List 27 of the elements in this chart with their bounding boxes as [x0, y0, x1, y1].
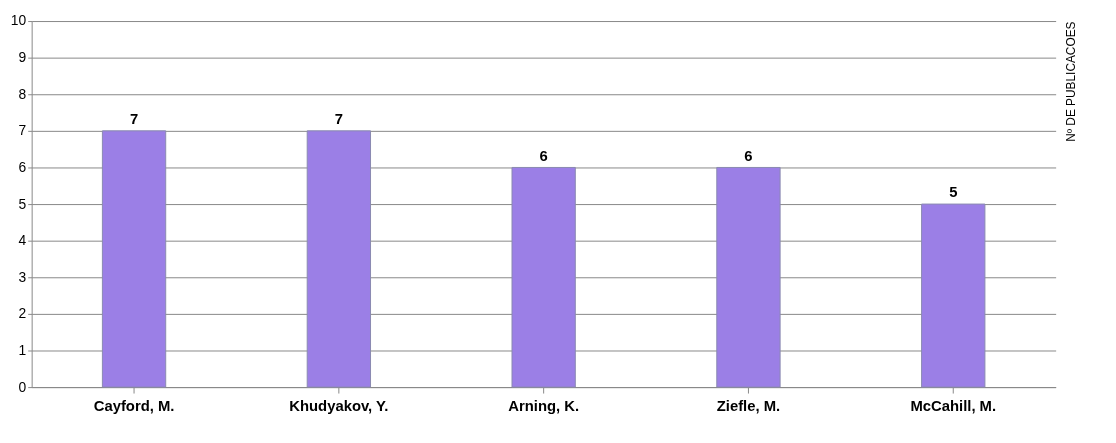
data-label: 6	[539, 147, 548, 164]
y-tick-label: 1	[18, 341, 27, 358]
x-tick-label: Cayford, M.	[93, 398, 175, 415]
bar	[716, 166, 781, 388]
data-label: 7	[129, 110, 139, 127]
data-label: 6	[744, 147, 753, 164]
bar	[921, 203, 986, 388]
y-tick-label: 3	[18, 268, 27, 285]
x-tick-label: Khudyakov, Y.	[289, 398, 389, 415]
data-label: 7	[334, 110, 343, 127]
y-tick-label: 4	[18, 232, 27, 249]
data-label: 5	[949, 184, 958, 201]
y-tick-label: 10	[10, 12, 27, 29]
y-tick-label: 2	[18, 305, 27, 322]
bar	[101, 130, 167, 388]
x-tick-label: McCahill, M.	[910, 398, 997, 415]
y-tick-label: 0	[18, 378, 27, 395]
y-tick-label: 8	[18, 85, 27, 102]
bar	[511, 166, 576, 388]
y-axis-title: Nº DE PUBLICACOES	[1063, 21, 1078, 142]
bar	[306, 130, 372, 388]
y-tick-label: 7	[18, 122, 27, 139]
y-tick-label: 5	[18, 195, 27, 212]
x-tick-label: Ziefle, M.	[716, 398, 781, 415]
x-tick-label: Arning, K.	[508, 398, 580, 415]
y-tick-label: 9	[18, 49, 27, 66]
y-tick-label: 6	[18, 158, 27, 175]
